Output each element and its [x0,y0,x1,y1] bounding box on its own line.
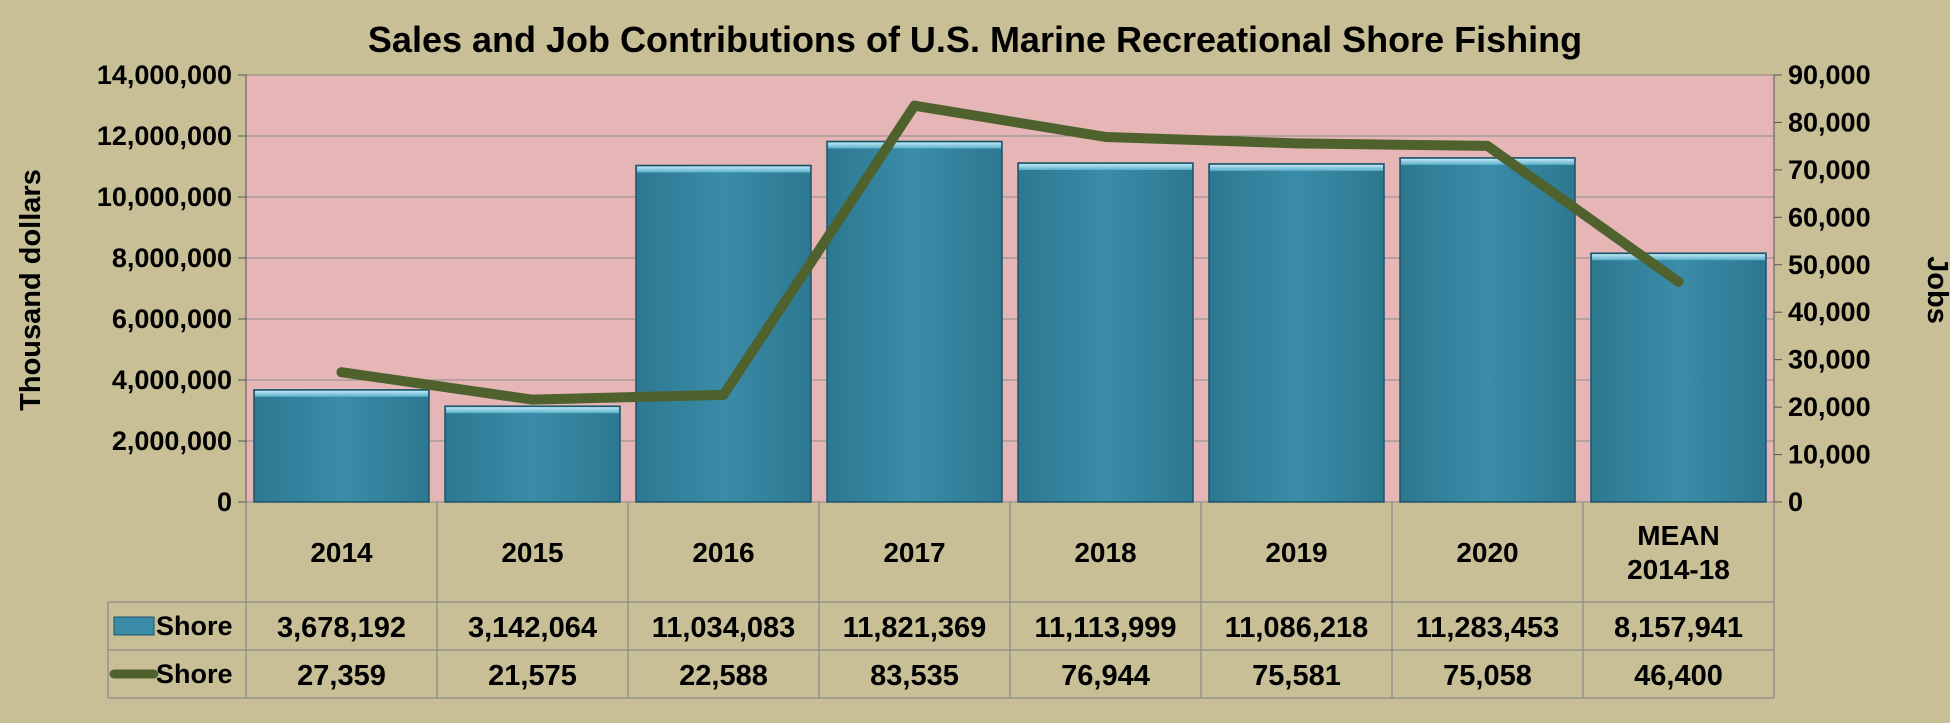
line-point [1673,276,1684,287]
legend-line-label: Shore [156,659,233,689]
y-right-tick-label: 0 [1788,487,1803,517]
line-point [1100,131,1111,142]
x-category-label: 2020 [1456,537,1518,568]
bar [444,405,621,503]
y-right-tick-label: 60,000 [1788,202,1871,232]
x-category-label: 2014 [310,537,373,568]
line-point [909,100,920,111]
table-cell-sales: 11,086,218 [1225,612,1369,644]
y-left-tick-label: 4,000,000 [112,365,232,395]
table-cell-jobs: 27,359 [297,660,386,692]
table-cell-sales: 11,283,453 [1416,612,1560,644]
chart-title: Sales and Job Contributions of U.S. Mari… [368,19,1582,60]
y-left-tick-label: 14,000,000 [97,60,232,90]
table-cell-sales: 11,034,083 [652,612,796,644]
y-right-tick-label: 50,000 [1788,250,1871,280]
bar-top-highlight [1019,164,1192,171]
bar [1590,252,1767,503]
x-category-label: 2015 [501,537,563,568]
bar-top-highlight [446,407,619,414]
y-left-tick-label: 2,000,000 [112,426,232,456]
table-cell-jobs: 75,058 [1443,660,1532,692]
x-category-label: 2017 [883,537,945,568]
table-cell-sales: 11,113,999 [1035,612,1177,644]
axes: 0 2,000,000 4,000,000 6,000,000 8,000,000 10,… [97,60,1871,517]
bar [1017,162,1194,503]
y-left-tick-label: 8,000,000 [112,243,232,273]
line-path [336,100,1684,405]
bar-top-highlight [1210,164,1383,171]
bar-top-highlight [255,390,428,397]
bar [253,389,430,503]
y-right-tick-label: 40,000 [1788,297,1871,327]
x-category-label: 2016 [692,537,754,568]
bar [1208,163,1385,503]
y-left-tick-label: 12,000,000 [97,121,232,151]
table-cell-sales: 8,157,941 [1614,612,1743,644]
x-category-label: 2018 [1074,537,1136,568]
x-category-label: MEAN [1637,520,1719,551]
legend-bar-swatch [113,616,155,636]
y-left-tick-label: 6,000,000 [112,304,232,334]
table-cell-jobs: 21,575 [488,660,577,692]
y-axis-left-label: Thousand dollars [15,169,47,411]
y-right-tick-label: 30,000 [1788,345,1871,375]
y-right-tick-label: 20,000 [1788,392,1871,422]
line-point [527,394,538,405]
legend-bar-label: Shore [156,611,233,641]
bar-top-highlight [828,142,1001,149]
table-cell-jobs: 46,400 [1634,660,1723,692]
line-series [336,100,1684,405]
bar-top-highlight [1401,158,1574,165]
bar-series [253,140,1767,503]
table-cell-jobs: 22,588 [679,660,768,692]
bar-top-highlight [1592,254,1765,261]
line-point [718,389,729,400]
y-right-tick-label: 80,000 [1788,107,1871,137]
line-point [336,367,347,378]
y-left-tick-label: 0 [217,487,232,517]
y-left-tick-label: 10,000,000 [97,182,232,212]
x-category-label: 2019 [1265,537,1327,568]
y-right-tick-label: 10,000 [1788,440,1871,470]
table-cell-jobs: 83,535 [870,660,959,692]
table-cell-jobs: 76,944 [1061,660,1150,692]
y-axis-right-label: Jobs [1921,256,1950,324]
bar-top-highlight [637,166,810,173]
bar [635,164,812,503]
table-cell-sales: 11,821,369 [843,612,987,644]
table-cell-sales: 3,142,064 [468,612,597,644]
line-point [1291,138,1302,149]
table-cell-sales: 3,678,192 [277,612,406,644]
y-right-tick-label: 90,000 [1788,60,1871,90]
y-right-tick-label: 70,000 [1788,155,1871,185]
x-category-label: 2014-18 [1627,554,1730,585]
line-point [1482,140,1493,151]
bar [1399,157,1576,503]
table-cell-jobs: 75,581 [1252,660,1341,692]
